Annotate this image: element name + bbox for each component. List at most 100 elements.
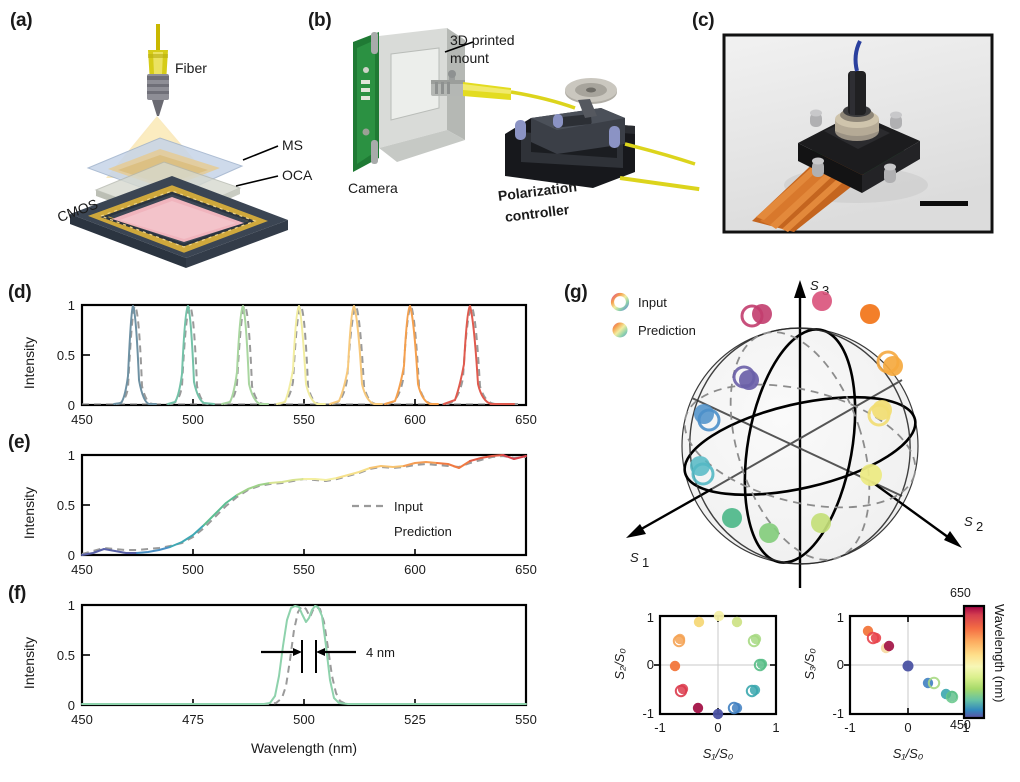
- panel-a-letter: (a): [10, 10, 33, 31]
- scatter-right-ylabel: S₃/S₀: [802, 648, 817, 680]
- fiber-connector: [431, 80, 465, 96]
- svg-text:2: 2: [976, 519, 983, 534]
- scatter-right-ytick-0: 0: [837, 657, 844, 672]
- panel-f-xlabel: Wavelength (nm): [251, 740, 357, 756]
- label-3d-printed-mount-line1: 3D printed: [450, 32, 515, 48]
- panel-g-legend: Input Prediction: [610, 292, 696, 338]
- screws: [810, 109, 902, 183]
- sphere-data-points: [690, 291, 903, 543]
- scatter-point: [745, 684, 761, 698]
- panel-e-legend-prediction-label: Prediction: [394, 524, 452, 539]
- sphere-point: [867, 400, 892, 427]
- sphere-point: [860, 464, 882, 486]
- scatter-left-ytick-1: 1: [647, 610, 654, 625]
- scatter-point: [731, 616, 743, 628]
- panel-f-chart: Intensity 1 0.5 0 450 475 500 525 550 Wa…: [21, 598, 537, 756]
- panel-e-legend-input-label: Input: [394, 499, 423, 514]
- colorbar: [962, 604, 986, 720]
- scatter-point: [674, 683, 689, 698]
- scatter-left-xtick-0: 0: [714, 720, 721, 735]
- legend-prediction-marker: [612, 322, 628, 338]
- fiber-illustration: [147, 24, 169, 116]
- scatter-point: [922, 676, 941, 690]
- cmos-package: [70, 176, 288, 268]
- panel-g-poincare-sphere: Input Prediction S 3 S 1 S 2: [610, 278, 983, 588]
- yellow-fiber-cable: [463, 82, 576, 110]
- panel-d-letter: (d): [8, 282, 32, 303]
- svg-text:450: 450: [71, 712, 93, 727]
- great-circles-front: [683, 327, 917, 565]
- svg-text:500: 500: [182, 412, 204, 427]
- scatter-point: [747, 633, 762, 648]
- scatter-left-ytick-0: 0: [647, 657, 654, 672]
- panel-d-peak-1: [113, 304, 157, 405]
- scatter-point: [692, 702, 704, 714]
- panel-d-peak-2: [167, 304, 215, 405]
- sphere-point: [812, 291, 832, 311]
- panel-b-letter: (b): [308, 10, 332, 31]
- scatter-left-chart: S₂/S₀ 1 0 -1 -1 0 1 S₁/S₀: [612, 610, 780, 761]
- scatter-point: [902, 660, 914, 672]
- scatter-left-points: [669, 610, 768, 720]
- scatter-right-ytick-1: 1: [837, 610, 844, 625]
- svg-text:S: S: [964, 514, 973, 529]
- output-fiber: [624, 142, 696, 166]
- panel-e-legend: Input Prediction: [352, 499, 452, 539]
- scatter-point: [713, 610, 725, 622]
- panel-d-chart: Intensity 1 0.5 0 450 500 550 600 650: [21, 298, 537, 427]
- sphere-point: [811, 513, 831, 533]
- sphere-point: [732, 365, 759, 390]
- panel-g-legend-input-label: Input: [638, 295, 667, 310]
- panel-e-ytick-1: 1: [68, 448, 75, 463]
- panel-c-letter: (c): [692, 10, 715, 31]
- scatter-right-xlabel: S₁/S₀: [893, 746, 924, 761]
- panel-e-input-curve: [81, 454, 527, 555]
- sphere-point: [690, 456, 715, 486]
- panel-e-chart: Intensity 1 0.5 0 450 500 550 600 650 In…: [21, 448, 537, 577]
- scatter-point: [866, 631, 882, 645]
- scatter-right-xtick-1: 1: [962, 720, 969, 735]
- panel-d-peak-5: [329, 304, 383, 405]
- scatter-point: [693, 616, 705, 628]
- panel-a-schematic: [70, 24, 288, 268]
- svg-text:500: 500: [293, 712, 315, 727]
- axis-s1: S 1: [626, 379, 903, 570]
- label-oca: OCA: [282, 167, 313, 183]
- panel-g-letter: (g): [564, 282, 588, 303]
- scatter-point: [880, 640, 895, 654]
- panel-d-peak-7: [443, 305, 518, 405]
- panel-f-input-curve: [82, 604, 526, 705]
- scatter-point: [669, 660, 681, 672]
- fiber-connector-photo: [835, 71, 879, 141]
- svg-text:550: 550: [293, 412, 315, 427]
- panel-c-photo: [722, 33, 994, 234]
- scatter-point: [727, 701, 743, 715]
- colorbar-max-label: 650: [950, 586, 971, 600]
- svg-text:1: 1: [642, 555, 649, 570]
- panel-g-legend-prediction-label: Prediction: [638, 323, 696, 338]
- sphere-point: [860, 304, 880, 324]
- flex-cable: [752, 155, 866, 232]
- svg-text:525: 525: [404, 712, 426, 727]
- panel-e-ylabel: Intensity: [21, 487, 37, 539]
- scatter-right-xtick-0: 0: [904, 720, 911, 735]
- label-3d-printed-mount-line2: mount: [450, 50, 489, 66]
- scatter-left-ylabel: S₂/S₀: [612, 648, 627, 680]
- panel-f-ytick-05: 0.5: [57, 648, 75, 663]
- svg-text:600: 600: [404, 562, 426, 577]
- panel-a-leaders: [235, 145, 279, 187]
- panel-d-peak-4: [276, 304, 326, 405]
- svg-text:500: 500: [182, 562, 204, 577]
- colorbar-min-label: 450: [950, 718, 971, 732]
- panel-e-prediction-curve: [81, 454, 527, 556]
- svg-text:S: S: [630, 550, 639, 565]
- panel-f-annotation-label: 4 nm: [366, 645, 395, 660]
- panel-d-ytick-1: 1: [68, 298, 75, 313]
- svg-text:3: 3: [822, 283, 829, 298]
- panel-f-letter: (f): [8, 583, 27, 604]
- sphere-point: [759, 523, 779, 543]
- panel-f-xticks: 450 475 500 525 550: [71, 699, 537, 727]
- panel-f-ylabel: Intensity: [21, 637, 37, 689]
- panel-f-ytick-0: 0: [68, 698, 75, 713]
- scatter-right-ytick-m1: -1: [832, 706, 844, 721]
